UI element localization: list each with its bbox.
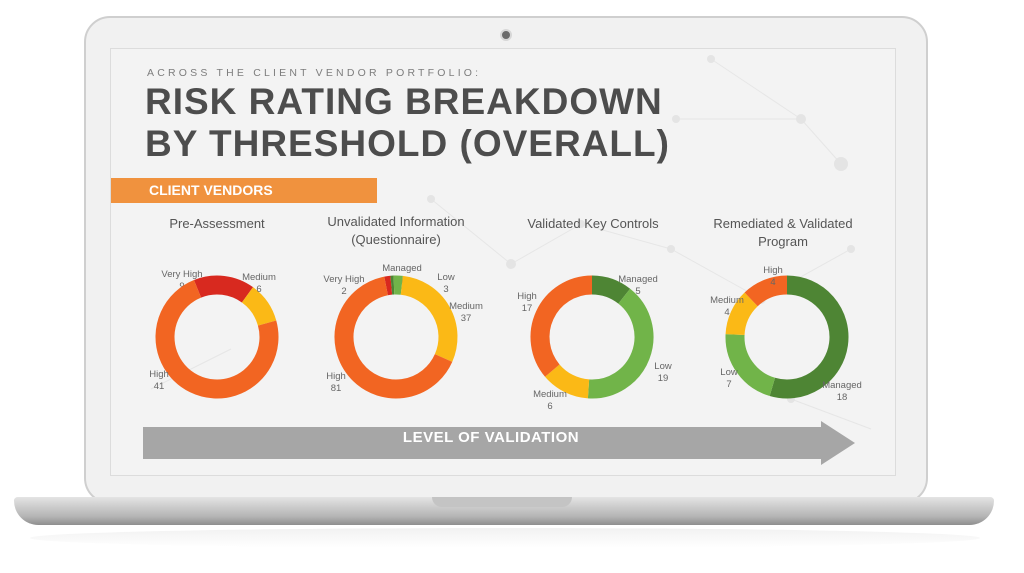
arrow-label: LEVEL OF VALIDATION — [402, 429, 580, 446]
donut-slice-low — [725, 334, 776, 397]
camera-icon — [500, 29, 512, 41]
slice-label: Medium — [242, 272, 276, 283]
donut-slice-very-high — [193, 275, 254, 303]
slice-value: 6 — [547, 401, 552, 412]
donut-slice-medium — [725, 292, 759, 336]
donut-slice-medium — [400, 275, 458, 362]
stage-title-pre-assessment: Pre-Assessment — [169, 216, 265, 231]
slice-label: High — [763, 265, 783, 276]
donut-slice-high — [744, 275, 788, 307]
slide-eyebrow: ACROSS THE CLIENT VENDOR PORTFOLIO: — [147, 67, 482, 79]
slice-label: Managed — [822, 380, 862, 391]
donut-slice-high — [334, 276, 453, 399]
slice-label: Managed — [382, 263, 422, 274]
stage-title-unvalidated: Unvalidated Information (Questionnaire) — [327, 214, 465, 247]
donut-slice-medium — [241, 287, 277, 327]
donut-slice-high — [155, 279, 279, 399]
slice-label: Low — [720, 367, 738, 378]
slice-label: High — [326, 371, 346, 382]
slice-label: Managed — [618, 274, 658, 285]
slice-value: 18 — [837, 392, 848, 403]
validation-arrow — [143, 421, 855, 465]
slice-label: Medium — [449, 301, 483, 312]
slice-value: 41 — [154, 381, 165, 392]
slide-title: RISK RATING BREAKDOWN BY THRESHOLD (OVER… — [145, 81, 705, 165]
stage-title-validated-key-controls: Validated Key Controls — [527, 216, 659, 231]
slice-label: Low — [437, 272, 455, 283]
slice-value: 37 — [461, 313, 472, 324]
laptop-notch — [432, 497, 572, 507]
slice-value: 4 — [724, 307, 729, 318]
title-line-2: BY THRESHOLD (OVERALL) — [145, 123, 670, 164]
donut-slice-managed — [591, 275, 631, 304]
slice-label: Low — [654, 361, 672, 372]
laptop-reflection — [30, 528, 980, 548]
slice-label: Medium — [533, 389, 567, 400]
donut-slice-managed — [769, 275, 849, 399]
slice-value: 81 — [331, 383, 342, 394]
slice-value: 7 — [726, 379, 731, 390]
donut-slice-low — [587, 288, 654, 399]
slice-label: Very High — [323, 274, 364, 285]
stage-title-remediated: Remediated & Validated Program — [713, 216, 853, 249]
donut-slice-medium — [545, 364, 590, 399]
slice-value: 2 — [341, 286, 346, 297]
slice-value: 17 — [522, 303, 533, 314]
slice-value: 4 — [770, 277, 775, 288]
slide: ACROSS THE CLIENT VENDOR PORTFOLIO: RISK… — [110, 48, 896, 476]
slice-label: High — [517, 291, 537, 302]
slice-value: 5 — [635, 286, 640, 297]
slice-value: 19 — [658, 373, 669, 384]
client-vendors-banner: CLIENT VENDORS — [111, 178, 377, 203]
donut-slice-high — [530, 275, 593, 377]
title-line-1: RISK RATING BREAKDOWN — [145, 81, 663, 122]
slice-label: Very High — [161, 269, 202, 280]
slice-label: Medium — [710, 295, 744, 306]
donut-slice-very-high — [384, 275, 393, 296]
slice-label: High — [149, 369, 169, 380]
slice-value: 6 — [256, 284, 261, 295]
slice-value: 3 — [443, 284, 448, 295]
